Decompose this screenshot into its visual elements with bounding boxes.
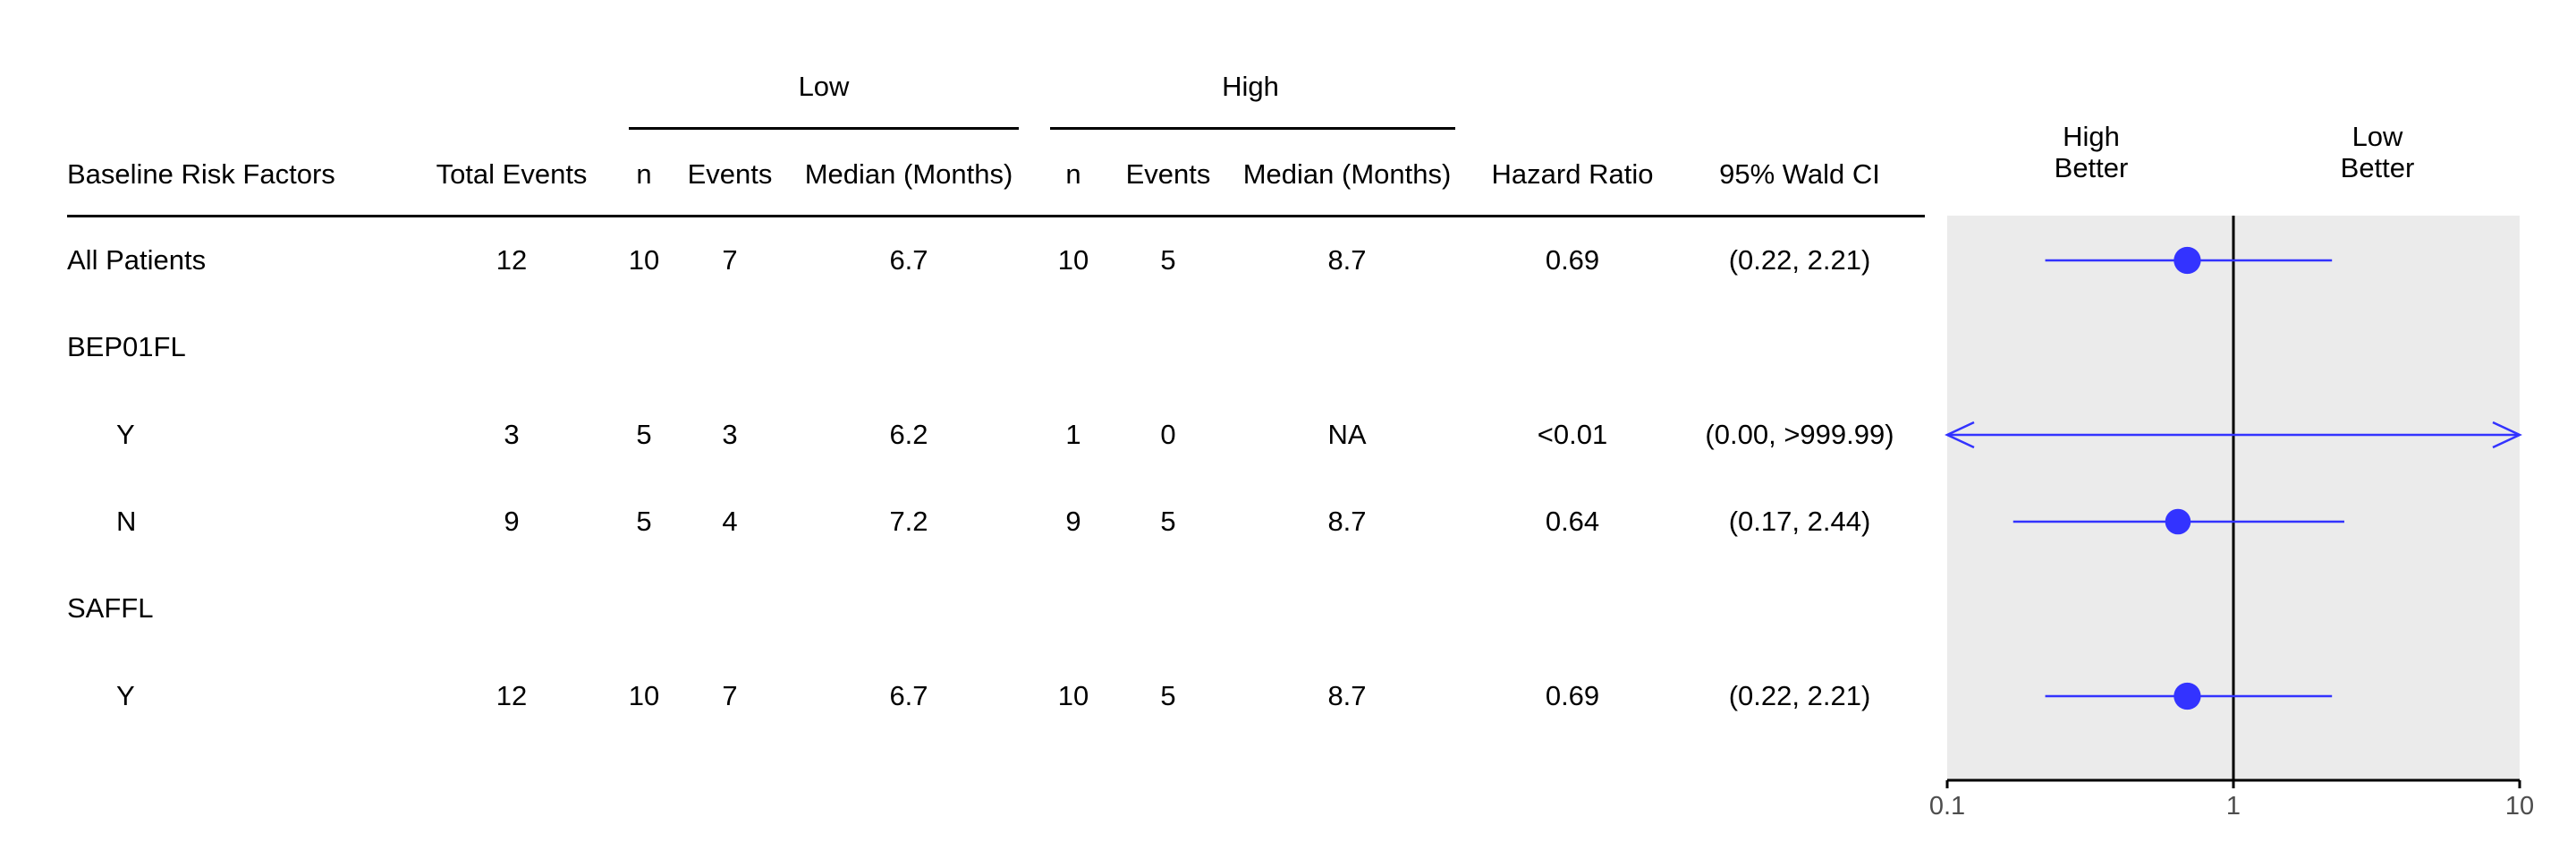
cell-total: 12: [496, 680, 528, 711]
cell-high-n: 10: [1057, 244, 1089, 276]
cell-low-median: 6.7: [889, 244, 928, 276]
cell-high-median: NA: [1327, 419, 1367, 450]
header-underline: [67, 215, 1925, 217]
hazard-ratio-point: [2174, 682, 2201, 710]
col-header-total: Total Events: [436, 158, 588, 190]
col-header-ci: 95% Wald CI: [1719, 158, 1880, 190]
cell-high-n: 1: [1065, 419, 1081, 450]
forest-header-right: Low Better: [2341, 121, 2415, 183]
row-label: All Patients: [67, 244, 207, 276]
cell-high-median: 8.7: [1327, 244, 1367, 276]
forest-header-right-line2: Better: [2340, 152, 2415, 183]
cell-high-events: 5: [1160, 244, 1176, 276]
group-high-rule: [1050, 127, 1455, 130]
cell-total: 3: [504, 419, 520, 450]
hazard-ratio-point: [2165, 508, 2191, 535]
cell-low-median: 6.7: [889, 680, 928, 711]
cell-total: 9: [504, 506, 520, 537]
forest-header-right-line1: Low: [2351, 121, 2403, 152]
x-axis-tick-label: 1: [2226, 792, 2241, 821]
col-header-high-median: Median (Months): [1242, 158, 1452, 190]
cell-hazard-ratio: 0.64: [1545, 506, 1600, 537]
cell-low-n: 10: [628, 680, 660, 711]
cell-high-events: 5: [1160, 506, 1176, 537]
group-low-header: Low: [798, 71, 850, 102]
col-header-low-events: Events: [687, 158, 773, 190]
row-label: Y: [116, 680, 135, 711]
row-label: N: [116, 506, 137, 537]
col-header-hazard-ratio: Hazard Ratio: [1491, 158, 1654, 190]
cell-total: 12: [496, 244, 528, 276]
cell-ci: (0.17, 2.44): [1728, 506, 1871, 537]
cell-low-n: 5: [636, 419, 652, 450]
cell-ci: (0.22, 2.21): [1728, 244, 1871, 276]
ci-arrow-right: [2492, 421, 2522, 449]
cell-low-median: 7.2: [889, 506, 928, 537]
col-header-high-events: Events: [1125, 158, 1211, 190]
cell-high-events: 5: [1160, 680, 1176, 711]
cell-ci: (0.22, 2.21): [1728, 680, 1871, 711]
cell-low-events: 7: [722, 680, 738, 711]
row-group-label: BEP01FL: [67, 331, 186, 362]
cell-low-median: 6.2: [889, 419, 928, 450]
forest-header-left: High Better: [2055, 121, 2129, 183]
cell-high-median: 8.7: [1327, 506, 1367, 537]
cell-hazard-ratio: 0.69: [1545, 680, 1600, 711]
row-label: Y: [116, 419, 135, 450]
group-low-rule: [629, 127, 1019, 130]
forest-header-left-line1: High: [2063, 121, 2120, 152]
cell-hazard-ratio: 0.69: [1545, 244, 1600, 276]
row-group-label: SAFFL: [67, 592, 154, 624]
cell-low-events: 4: [722, 506, 738, 537]
x-axis-tick-label: 0.1: [1929, 792, 1965, 821]
cell-high-n: 10: [1057, 680, 1089, 711]
col-header-low-median: Median (Months): [804, 158, 1013, 190]
cell-low-n: 10: [628, 244, 660, 276]
col-header-low-n: n: [636, 158, 652, 190]
cell-high-n: 9: [1065, 506, 1081, 537]
cell-ci: (0.00, >999.99): [1705, 419, 1894, 450]
cell-hazard-ratio: <0.01: [1537, 419, 1608, 450]
cell-low-events: 7: [722, 244, 738, 276]
cell-low-n: 5: [636, 506, 652, 537]
ci-arrow-left: [1945, 421, 1975, 449]
forest-header-left-line2: Better: [2054, 152, 2129, 183]
hazard-ratio-point: [2174, 246, 2201, 275]
col-header-high-n: n: [1065, 158, 1081, 190]
group-high-header: High: [1222, 71, 1279, 102]
col-header-factor: Baseline Risk Factors: [67, 158, 335, 190]
cell-high-events: 0: [1160, 419, 1176, 450]
cell-low-events: 3: [722, 419, 738, 450]
cell-high-median: 8.7: [1327, 680, 1367, 711]
x-axis-tick-label: 10: [2505, 792, 2534, 821]
